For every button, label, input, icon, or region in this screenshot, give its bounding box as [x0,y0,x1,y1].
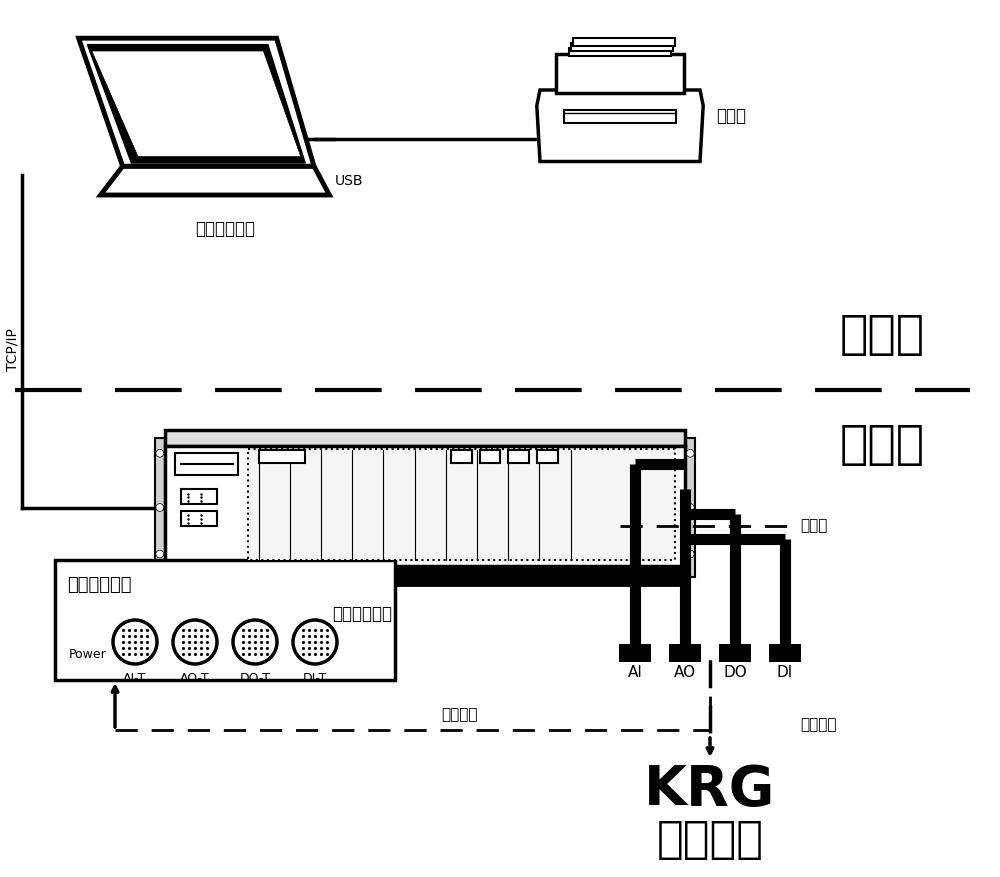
Bar [259,450,305,462]
Text: AI: AI [628,665,642,680]
Circle shape [156,449,164,457]
Text: AI-T: AI-T [123,672,147,685]
Polygon shape [92,51,301,157]
Circle shape [686,550,694,558]
Polygon shape [537,90,703,161]
Text: 实时控制系统: 实时控制系统 [333,605,393,623]
Text: 打印机: 打印机 [716,107,746,125]
Bar [155,438,165,577]
Text: 保护系统: 保护系统 [656,818,764,861]
Bar [480,450,500,462]
Text: 下位机: 下位机 [840,423,925,467]
Text: AO-T: AO-T [180,672,210,685]
Bar [165,446,685,567]
Text: 自检年检: 自检年检 [442,707,478,722]
Circle shape [686,503,694,511]
Text: 上位机: 上位机 [840,312,925,358]
Bar [248,449,675,560]
Circle shape [233,620,277,664]
Circle shape [173,620,217,664]
Bar [573,38,675,46]
Text: 人机操作接口: 人机操作接口 [195,220,255,238]
Bar [451,450,472,462]
Text: DI: DI [777,665,793,680]
Bar [619,644,651,662]
Polygon shape [101,167,329,195]
Bar [719,644,751,662]
Bar [55,560,395,680]
Bar [181,488,217,504]
Text: KRG: KRG [644,763,776,817]
Text: 自检年检装置: 自检年检装置 [67,576,132,594]
Circle shape [686,449,694,457]
Text: 硬接线: 硬接线 [800,518,827,533]
Text: AO: AO [674,665,696,680]
Circle shape [113,620,157,664]
Bar [537,450,558,462]
Bar [556,53,684,93]
Text: DO-T: DO-T [240,672,270,685]
Bar [175,453,238,475]
Circle shape [156,503,164,511]
Text: 执行试验: 执行试验 [800,717,836,732]
Bar [569,48,671,56]
Bar [571,43,673,51]
Bar [165,567,685,585]
Polygon shape [87,45,305,163]
Text: DO: DO [723,665,747,680]
Circle shape [293,620,337,664]
Bar [564,110,676,123]
Bar [165,430,685,446]
Text: Power: Power [69,648,107,661]
Bar [685,438,695,577]
Text: DI-T: DI-T [303,672,327,685]
Polygon shape [79,39,314,167]
Bar [508,450,529,462]
Bar [769,644,801,662]
Circle shape [156,550,164,558]
Text: USB: USB [335,174,364,188]
Text: TCP/IP: TCP/IP [5,329,19,372]
Bar [181,510,217,526]
Bar [669,644,701,662]
